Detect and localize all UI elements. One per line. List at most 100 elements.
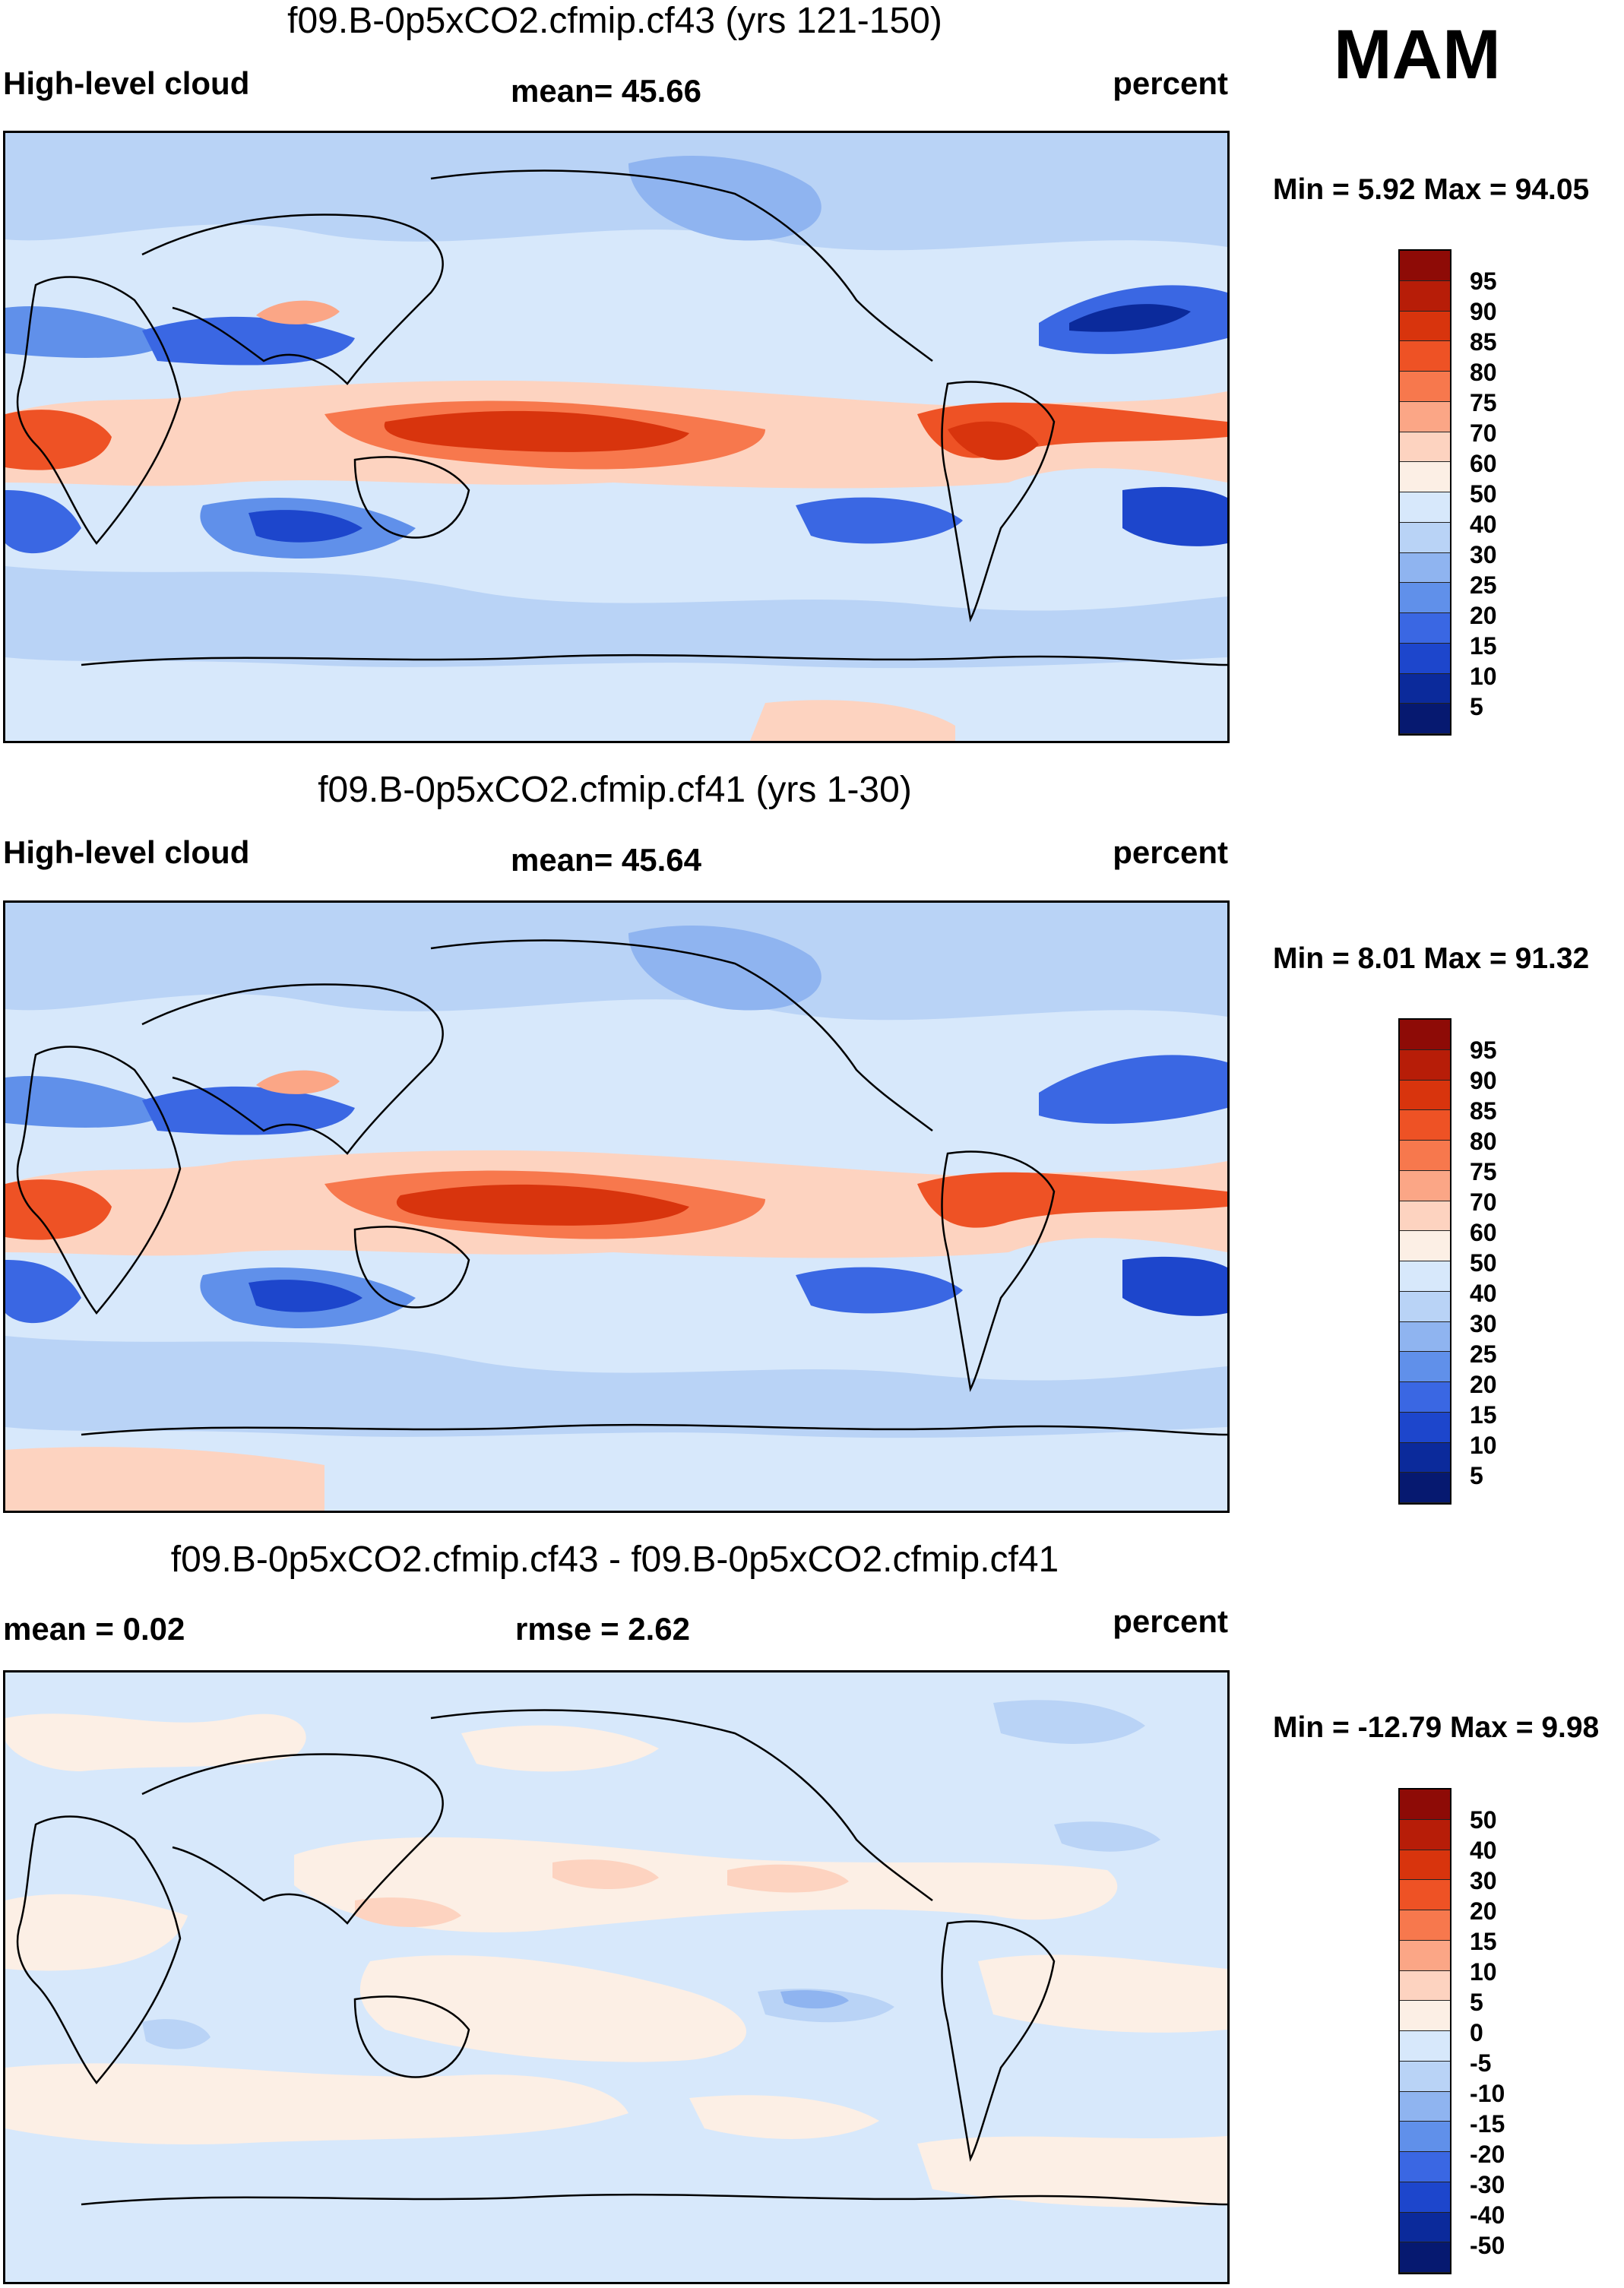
colorbar-tick: 85 — [1470, 328, 1497, 356]
colorbar-tick: 30 — [1470, 1867, 1497, 1894]
colorbar-swatch — [1400, 1352, 1450, 1382]
colorbar-tick: 30 — [1470, 541, 1497, 568]
colorbar-swatch — [1400, 401, 1450, 432]
panel3-map — [3, 1670, 1230, 2284]
colorbar-tick: 95 — [1470, 1036, 1497, 1064]
colorbar-tick: -50 — [1470, 2232, 1505, 2259]
panel3-colorbar — [1398, 1788, 1451, 2274]
colorbar-tick: -5 — [1470, 2049, 1492, 2077]
panel2-map — [3, 900, 1230, 1513]
colorbar-tick: 80 — [1470, 1128, 1497, 1155]
colorbar-tick: 15 — [1470, 1401, 1497, 1429]
colorbar-swatch — [1400, 1080, 1450, 1111]
colorbar-swatch — [1400, 1910, 1450, 1941]
colorbar-swatch — [1400, 1141, 1450, 1171]
colorbar-tick: 60 — [1470, 1219, 1497, 1246]
season-label: MAM — [1334, 16, 1501, 93]
colorbar-tick: -30 — [1470, 2171, 1505, 2198]
panel2-units-label: percent — [1113, 834, 1228, 870]
colorbar-swatch — [1400, 1291, 1450, 1322]
panel3-units-label: percent — [1113, 1603, 1228, 1639]
colorbar-tick: -15 — [1470, 2110, 1505, 2138]
colorbar-tick: 10 — [1470, 1432, 1497, 1459]
colorbar-tick: 75 — [1470, 389, 1497, 416]
panel2-left-label: High-level cloud — [3, 834, 250, 870]
colorbar-swatch — [1400, 432, 1450, 463]
colorbar-tick: 75 — [1470, 1158, 1497, 1185]
colorbar-tick: 40 — [1470, 1837, 1497, 1864]
colorbar-tick: 15 — [1470, 1928, 1497, 1955]
colorbar-swatch — [1400, 552, 1450, 584]
panel3-rmse-label: rmse = 2.62 — [515, 1611, 691, 1647]
colorbar-swatch — [1400, 1970, 1450, 2002]
colorbar-swatch — [1400, 341, 1450, 372]
colorbar-swatch — [1400, 522, 1450, 553]
colorbar-swatch — [1400, 1110, 1450, 1141]
panel1-units-label: percent — [1113, 65, 1228, 101]
panel1-minmax: Min = 5.92 Max = 94.05 — [1273, 173, 1590, 206]
colorbar-tick: 20 — [1470, 1371, 1497, 1398]
colorbar-tick: 80 — [1470, 359, 1497, 386]
colorbar-tick: 30 — [1470, 1310, 1497, 1337]
colorbar-tick: 25 — [1470, 1340, 1497, 1368]
colorbar-swatch — [1400, 2152, 1450, 2182]
panel3-minmax: Min = -12.79 Max = 9.98 — [1273, 1711, 1600, 1744]
colorbar-swatch — [1400, 2031, 1450, 2062]
colorbar-tick: 5 — [1470, 693, 1483, 720]
panel2-mean-label: mean= 45.64 — [511, 842, 702, 878]
colorbar-tick: 20 — [1470, 602, 1497, 629]
colorbar-swatch — [1400, 1261, 1450, 1292]
colorbar-tick: 5 — [1470, 1989, 1483, 2016]
colorbar-tick: 60 — [1470, 450, 1497, 477]
colorbar-swatch — [1400, 311, 1450, 342]
colorbar-tick: 50 — [1470, 1806, 1497, 1834]
colorbar-swatch — [1400, 280, 1450, 312]
colorbar-swatch — [1400, 1020, 1450, 1050]
colorbar-swatch — [1400, 1850, 1450, 1881]
colorbar-tick: 5 — [1470, 1462, 1483, 1489]
colorbar-swatch — [1400, 1382, 1450, 1413]
panel3-title: f09.B-0p5xCO2.cfmip.cf43 - f09.B-0p5xCO2… — [170, 1540, 1059, 1580]
colorbar-tick: 10 — [1470, 1958, 1497, 1986]
colorbar-swatch — [1400, 1231, 1450, 1261]
colorbar-tick: -20 — [1470, 2141, 1505, 2168]
colorbar-swatch — [1400, 704, 1450, 734]
panel2-minmax: Min = 8.01 Max = 91.32 — [1273, 942, 1590, 975]
colorbar-swatch — [1400, 583, 1450, 613]
colorbar-tick: 40 — [1470, 511, 1497, 538]
panel1-title: f09.B-0p5xCO2.cfmip.cf43 (yrs 121-150) — [287, 1, 942, 41]
colorbar-swatch — [1400, 1442, 1450, 1473]
colorbar-swatch — [1400, 1049, 1450, 1081]
colorbar-swatch — [1400, 372, 1450, 402]
colorbar-tick: 90 — [1470, 298, 1497, 325]
colorbar-swatch — [1400, 2061, 1450, 2092]
colorbar-swatch — [1400, 1170, 1450, 1201]
panel2-colorbar — [1398, 1018, 1451, 1505]
panel3-mean-label: mean = 0.02 — [3, 1611, 185, 1647]
colorbar-swatch — [1400, 1412, 1450, 1443]
colorbar-swatch — [1400, 251, 1450, 281]
colorbar-tick: 50 — [1470, 480, 1497, 508]
colorbar-tick: 90 — [1470, 1067, 1497, 1094]
colorbar-swatch — [1400, 492, 1450, 523]
colorbar-tick: 70 — [1470, 1188, 1497, 1216]
colorbar-swatch — [1400, 1790, 1450, 1820]
colorbar-swatch — [1400, 1880, 1450, 1910]
colorbar-tick: 50 — [1470, 1249, 1497, 1277]
panel1-mean-label: mean= 45.66 — [511, 73, 702, 109]
colorbar-swatch — [1400, 2001, 1450, 2031]
panel1-colorbar — [1398, 249, 1451, 736]
colorbar-swatch — [1400, 1940, 1450, 1971]
colorbar-tick: 15 — [1470, 632, 1497, 660]
colorbar-swatch — [1400, 1201, 1450, 1232]
colorbar-tick: 0 — [1470, 2019, 1483, 2046]
colorbar-swatch — [1400, 1321, 1450, 1353]
colorbar-tick: 40 — [1470, 1280, 1497, 1307]
colorbar-swatch — [1400, 2212, 1450, 2243]
colorbar-swatch — [1400, 2182, 1450, 2213]
colorbar-tick: 70 — [1470, 419, 1497, 447]
colorbar-swatch — [1400, 673, 1450, 704]
panel1-map — [3, 131, 1230, 743]
colorbar-swatch — [1400, 462, 1450, 492]
colorbar-tick: -10 — [1470, 2080, 1505, 2107]
